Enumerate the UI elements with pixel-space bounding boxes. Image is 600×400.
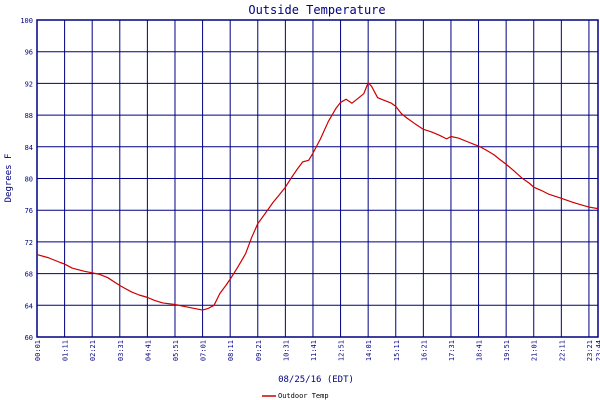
y-tick-label: 68 <box>25 271 33 279</box>
y-tick-label: 88 <box>25 112 33 120</box>
x-tick-label: 03:31 <box>117 340 125 361</box>
y-tick-label: 100 <box>20 17 33 25</box>
grid-lines <box>36 19 599 338</box>
x-tick-label: 21:01 <box>531 340 539 361</box>
x-tick-label: 22:11 <box>558 340 566 361</box>
x-tick-label: 01:11 <box>62 340 70 361</box>
x-tick-label: 02:21 <box>89 340 97 361</box>
y-tick-labels: 60 64 68 72 76 80 84 88 92 96 100 <box>20 17 33 342</box>
x-tick-label: 00:01 <box>34 340 42 361</box>
x-tick-label: 11:41 <box>310 340 318 361</box>
x-tick-label: 23:44 <box>595 340 600 361</box>
x-tick-label: 23:21 <box>586 340 594 361</box>
x-tick-label: 16:21 <box>420 340 428 361</box>
x-tick-labels: 00:01 01:11 02:21 03:31 04:41 05:51 07:01 08:11… <box>34 340 600 361</box>
y-tick-label: 76 <box>25 207 33 215</box>
x-tick-label: 12:51 <box>338 340 346 361</box>
plot-frame <box>36 19 599 338</box>
x-tick-label: 17:31 <box>448 340 456 361</box>
x-tick-label: 05:51 <box>172 340 180 361</box>
x-tick-label: 04:41 <box>144 340 152 361</box>
x-tick-label: 08:11 <box>227 340 235 361</box>
y-tick-label: 92 <box>25 80 33 88</box>
x-tick-label: 18:41 <box>476 340 484 361</box>
series-lines <box>36 82 599 311</box>
x-tick-label: 19:51 <box>503 340 511 361</box>
x-tick-label: 09:21 <box>255 340 263 361</box>
x-tick-label: 15:11 <box>393 340 401 361</box>
legend: Outdoor Temp <box>262 392 329 400</box>
x-axis-label: 08/25/16 (EDT) <box>278 375 354 385</box>
legend-label: Outdoor Temp <box>278 392 329 400</box>
y-tick-label: 72 <box>25 239 33 247</box>
x-tick-label: 14:01 <box>365 340 373 361</box>
y-tick-label: 96 <box>25 49 33 57</box>
y-tick-label: 64 <box>25 302 33 310</box>
series-line-outdoor-temp <box>36 82 599 311</box>
y-tick-label: 80 <box>25 176 33 184</box>
y-tick-label: 84 <box>25 144 33 152</box>
y-tick-label: 60 <box>25 334 33 342</box>
chart-title: Outside Temperature <box>248 3 385 17</box>
x-tick-label: 07:01 <box>200 340 208 361</box>
y-axis-label: Degrees F <box>4 154 14 203</box>
x-tick-label: 10:31 <box>282 340 290 361</box>
